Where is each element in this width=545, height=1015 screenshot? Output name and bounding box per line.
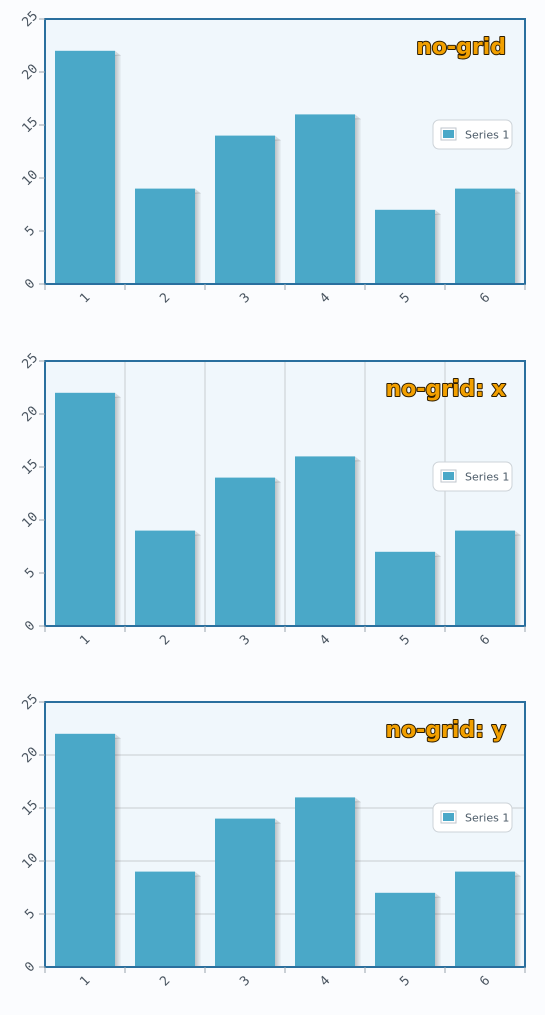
bar (375, 210, 435, 284)
bar-shadow (435, 897, 441, 967)
bar-shadow (355, 801, 361, 967)
y-tick-label: 25 (20, 9, 42, 31)
bar (375, 893, 435, 967)
chart-svg: 0 5 10 15 20 25 1 2 3 4 5 6 Series 1 no-grid (0, 0, 545, 332)
chart-title: no-grid: y (385, 718, 506, 743)
x-tick-label: 6 (477, 632, 493, 648)
x-tick-label: 3 (237, 290, 253, 306)
bar-shadow (515, 193, 521, 284)
bar-shadow (115, 738, 121, 967)
x-tick-label: 1 (77, 973, 93, 989)
y-tick-label: 20 (20, 62, 42, 84)
chart-svg: 0 5 10 15 20 25 1 2 3 4 5 6 Series 1 no-grid: x (0, 342, 545, 674)
chart-title: no-grid (416, 35, 506, 60)
y-tick-label: 10 (20, 851, 42, 873)
y-tick-label: 20 (20, 745, 42, 767)
bar (135, 872, 195, 967)
y-tick-label: 20 (20, 404, 42, 426)
y-tick-label: 15 (20, 115, 42, 137)
chart-no-grid-y: 0 5 10 15 20 25 1 2 3 4 5 6 Series 1 no-grid: y (0, 683, 545, 1015)
y-tick-label: 5 (22, 565, 38, 581)
x-tick-label: 5 (397, 290, 413, 306)
bar (455, 189, 515, 284)
bar-shadow (275, 823, 281, 967)
bar (215, 136, 275, 284)
y-tick-label: 10 (20, 168, 42, 190)
bar-shadow (275, 482, 281, 626)
y-tick-label: 0 (22, 618, 38, 634)
x-tick-label: 1 (77, 290, 93, 306)
bar (135, 531, 195, 626)
bar-shadow (355, 460, 361, 626)
bar (215, 819, 275, 967)
bar (295, 114, 355, 284)
chart-no-grid-x: 0 5 10 15 20 25 1 2 3 4 5 6 Series 1 no-grid: x (0, 342, 545, 674)
bar-shadow (195, 876, 201, 967)
bar (295, 797, 355, 967)
y-tick-label: 25 (20, 692, 42, 714)
legend-label: Series 1 (465, 812, 509, 825)
x-tick-label: 1 (77, 632, 93, 648)
y-tick-label: 0 (22, 276, 38, 292)
x-tick-label: 5 (397, 973, 413, 989)
y-tick-label: 0 (22, 959, 38, 975)
y-tick-label: 5 (22, 223, 38, 239)
x-tick-label: 5 (397, 632, 413, 648)
bar-shadow (435, 214, 441, 284)
chart-title: no-grid: x (386, 377, 506, 402)
bar (375, 552, 435, 626)
x-tick-label: 4 (317, 632, 333, 648)
bar-shadow (195, 535, 201, 626)
bar-shadow (355, 118, 361, 284)
bar-shadow (275, 140, 281, 284)
bar (215, 478, 275, 626)
x-tick-label: 6 (477, 290, 493, 306)
x-tick-label: 3 (237, 632, 253, 648)
bar (55, 734, 115, 967)
chart-svg: 0 5 10 15 20 25 1 2 3 4 5 6 Series 1 no-grid: y (0, 683, 545, 1015)
bar-shadow (115, 55, 121, 284)
x-tick-label: 2 (157, 290, 173, 306)
legend-swatch (443, 813, 454, 821)
bar-shadow (515, 876, 521, 967)
y-tick-label: 25 (20, 351, 42, 373)
x-tick-label: 2 (157, 973, 173, 989)
bar-shadow (195, 193, 201, 284)
bar-shadow (115, 397, 121, 626)
x-tick-label: 3 (237, 973, 253, 989)
chart-no-grid: 0 5 10 15 20 25 1 2 3 4 5 6 Series 1 no-grid (0, 0, 545, 332)
y-tick-label: 15 (20, 798, 42, 820)
bar (55, 51, 115, 284)
bar (455, 531, 515, 626)
bar (295, 456, 355, 626)
x-tick-label: 2 (157, 632, 173, 648)
legend-label: Series 1 (465, 129, 509, 142)
bar-shadow (515, 535, 521, 626)
y-tick-label: 10 (20, 510, 42, 532)
bar (135, 189, 195, 284)
bar-shadow (435, 556, 441, 626)
bar (455, 872, 515, 967)
x-tick-label: 4 (317, 290, 333, 306)
x-tick-label: 6 (477, 973, 493, 989)
legend-label: Series 1 (465, 471, 509, 484)
bar (55, 393, 115, 626)
legend-swatch (443, 472, 454, 480)
y-tick-label: 5 (22, 906, 38, 922)
x-tick-label: 4 (317, 973, 333, 989)
y-tick-label: 15 (20, 457, 42, 479)
legend-swatch (443, 130, 454, 138)
